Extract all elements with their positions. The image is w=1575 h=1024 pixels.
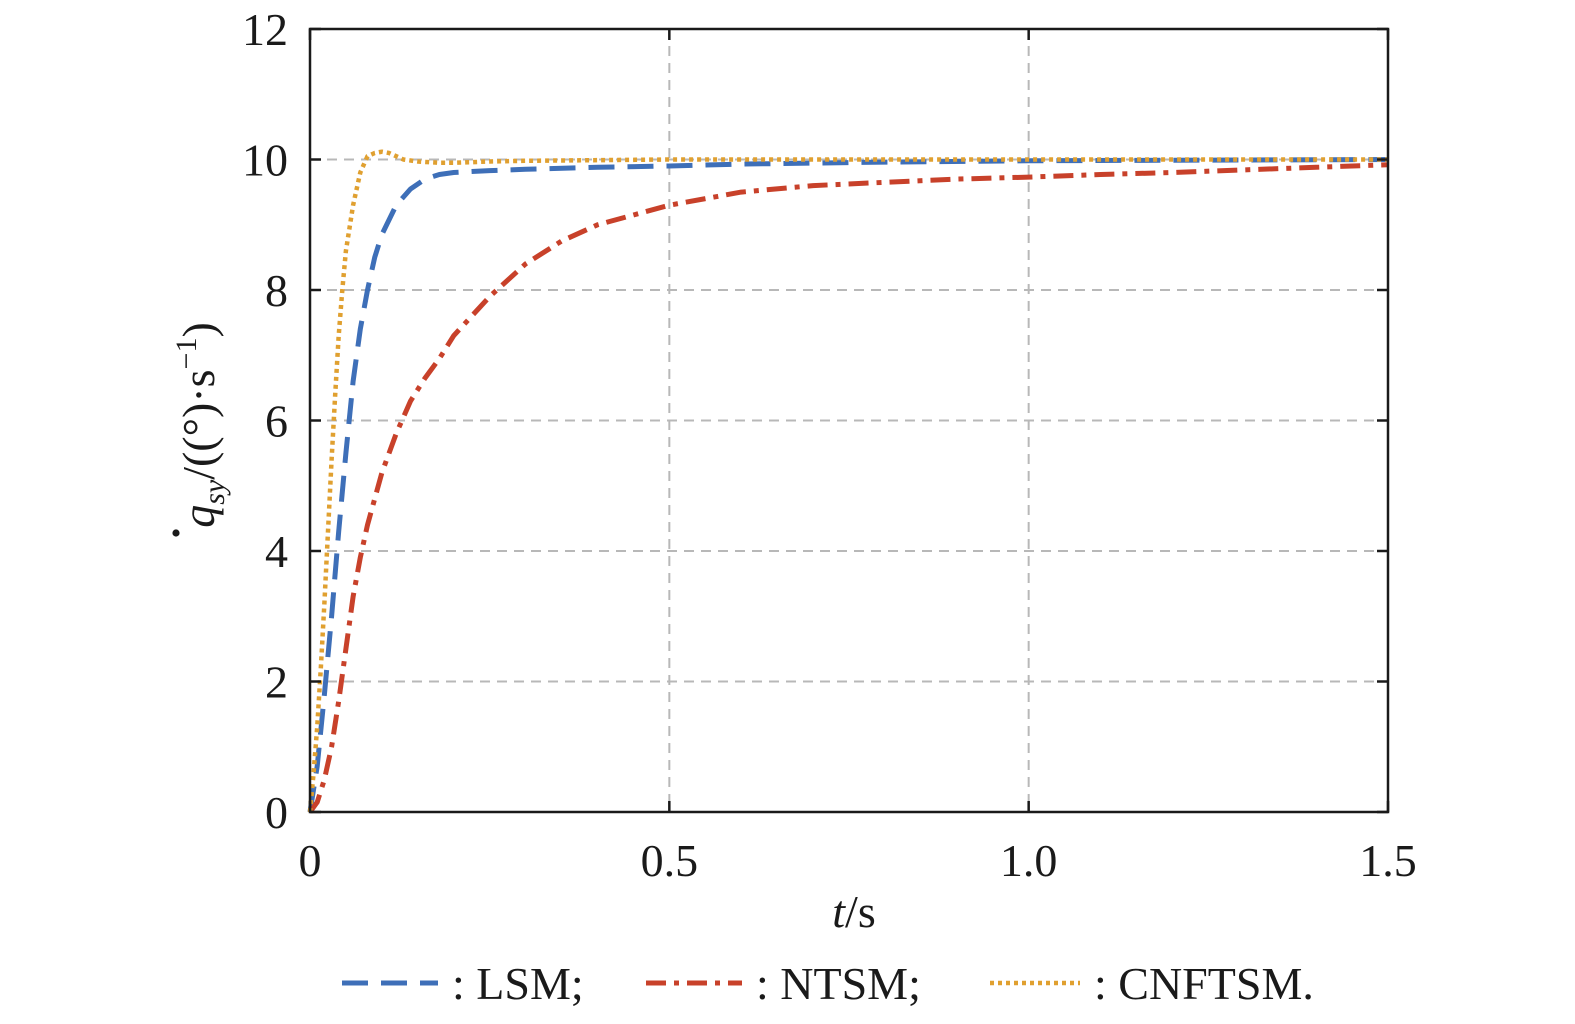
y-axis-label-unit-suffix: ) <box>173 322 224 337</box>
axis-ticks: 0 0.5 1.0 1.5 0 2 4 6 8 10 12 <box>242 4 1417 886</box>
x-tick-label: 0 <box>299 835 322 886</box>
y-axis-label-superscript: −1 <box>170 338 203 370</box>
y-tick-label: 2 <box>265 657 288 708</box>
y-tick-label: 10 <box>242 135 288 186</box>
grid-lines <box>310 29 1388 812</box>
series-line-ntsm <box>307 162 1389 814</box>
x-axis-label-unit: /s <box>845 886 876 937</box>
legend-label: : NTSM; <box>756 958 921 1009</box>
y-axis-label-subscript: sy <box>198 479 231 505</box>
x-tick-label: 1.5 <box>1359 835 1417 886</box>
x-tick-label: 1.0 <box>1000 835 1058 886</box>
y-axis-label-symbol: q <box>173 505 224 528</box>
series-line-cnftsm <box>307 149 1388 813</box>
legend: : LSM; : NTSM; : CNFTSM. <box>342 958 1314 1009</box>
derivative-dot <box>172 529 180 537</box>
y-axis-label-unit-prefix: /((°)·s <box>173 369 224 479</box>
y-tick-label: 8 <box>265 265 288 316</box>
y-tick-label: 0 <box>265 787 288 838</box>
x-axis-label: t/s <box>832 886 875 937</box>
y-tick-label: 6 <box>265 396 288 447</box>
y-tick-label: 4 <box>265 526 288 577</box>
y-axis-label: qsy/((°)·s−1) <box>170 322 231 537</box>
x-axis-label-var: t <box>832 886 846 937</box>
svg-text:qsy/((°)·s−1): qsy/((°)·s−1) <box>170 322 231 528</box>
series-line-lsm <box>307 157 1389 813</box>
series-lines <box>307 149 1389 814</box>
x-tick-label: 0.5 <box>641 835 699 886</box>
y-tick-label: 12 <box>242 4 288 55</box>
legend-label: : CNFTSM. <box>1094 958 1314 1009</box>
legend-label: : LSM; <box>452 958 584 1009</box>
